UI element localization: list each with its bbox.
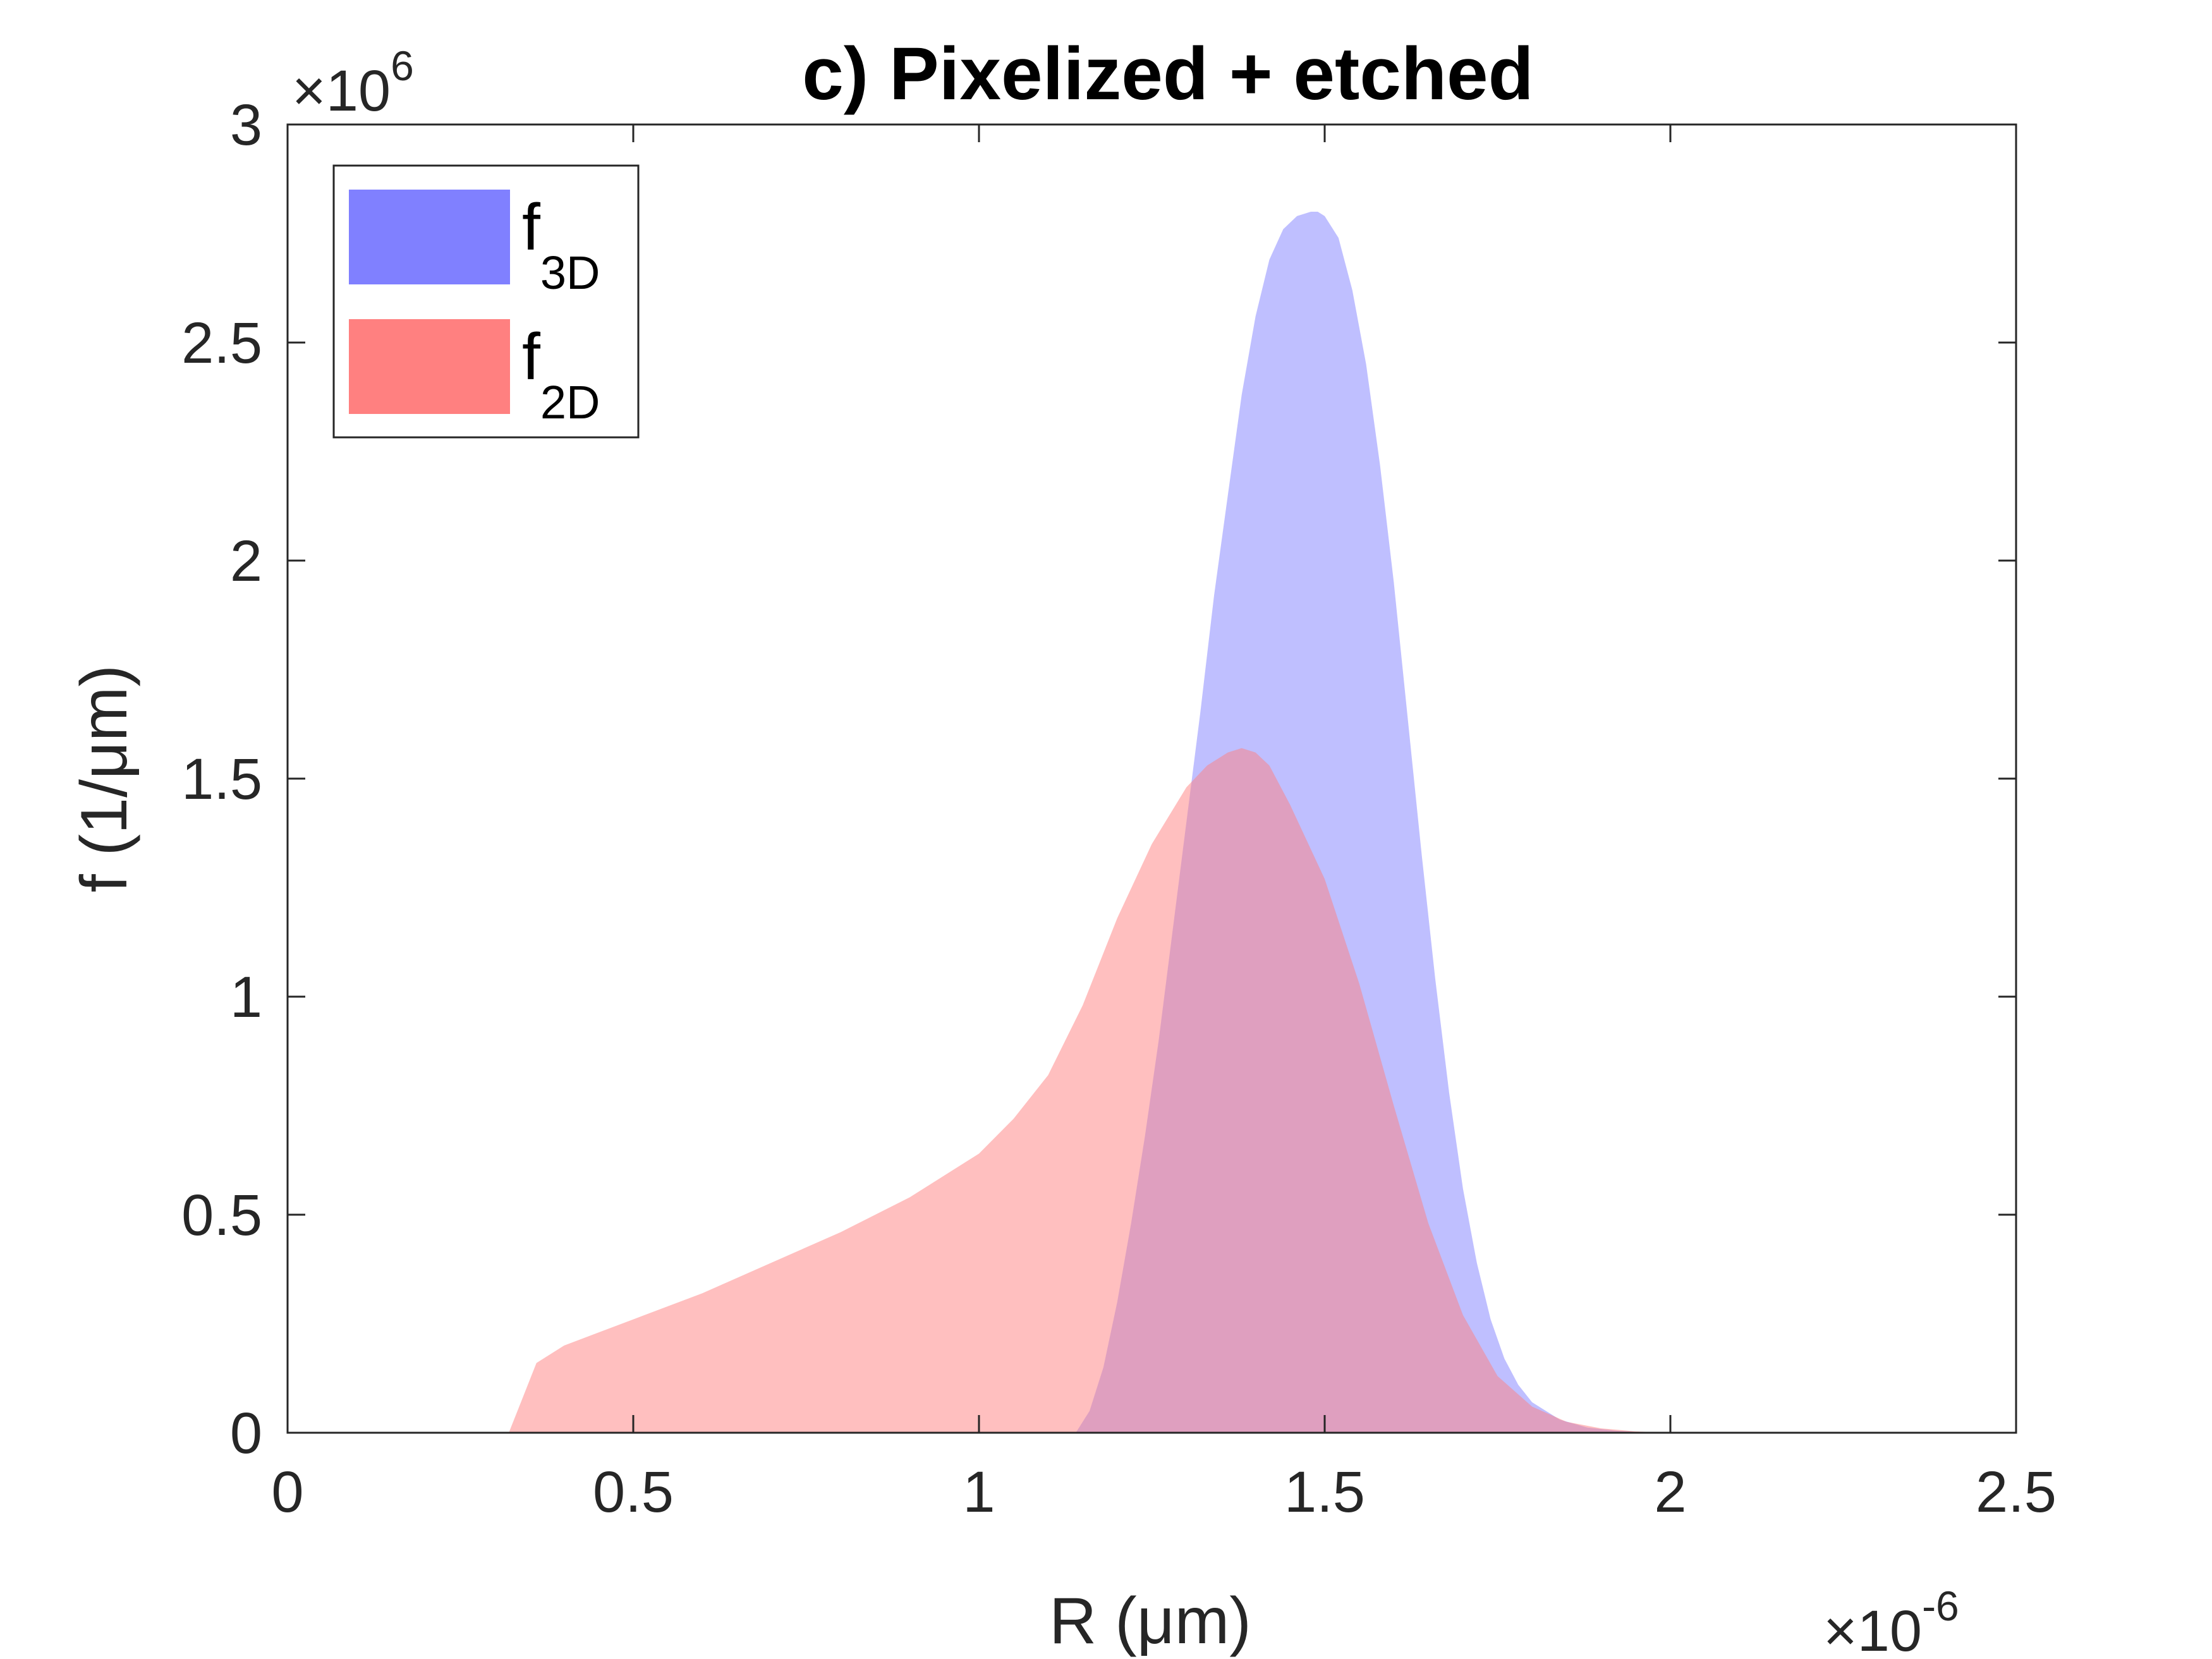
x-exponent-label: ×10-6 xyxy=(1823,1583,1959,1659)
y-exponent-label: ×106 xyxy=(292,42,414,123)
legend: f3D f2D xyxy=(332,164,640,439)
y-tick-label: 3 xyxy=(230,93,262,157)
y-tick-label: 2.5 xyxy=(181,311,262,375)
chart-title: c) Pixelized + etched xyxy=(802,32,1534,116)
legend-label-f2d: f2D xyxy=(522,320,600,428)
legend-swatch-f3d xyxy=(349,190,510,284)
x-tick-label: 1.5 xyxy=(1284,1460,1365,1524)
legend-label-f2d-name: f xyxy=(522,320,541,394)
legend-label-f2d-sub: 2D xyxy=(540,376,600,428)
y-tick-label: 1 xyxy=(230,965,262,1030)
y-tick-label: 0 xyxy=(230,1401,262,1466)
legend-swatch-f2d xyxy=(349,319,510,414)
y-tick-label: 2 xyxy=(230,529,262,593)
legend-label-f3d-sub: 3D xyxy=(540,246,600,299)
y-tick-label: 0.5 xyxy=(181,1183,262,1248)
x-tick-label: 2 xyxy=(1654,1460,1686,1524)
y-axis-label: f (1/μm) xyxy=(68,665,141,892)
series-layer xyxy=(509,212,1670,1433)
legend-label-f3d: f3D xyxy=(522,191,600,299)
y-exponent-power: 6 xyxy=(391,42,414,89)
x-tick-label: 2.5 xyxy=(1976,1460,2057,1524)
series-area-f2d xyxy=(509,748,1670,1433)
x-axis-label: R (μm) xyxy=(1049,1584,1251,1658)
y-tick-label: 1.5 xyxy=(181,747,262,811)
x-tick-label: 0 xyxy=(271,1460,303,1524)
x-exponent-base: ×10 xyxy=(1823,1599,1922,1659)
tick-layer: 0 0.5 1 1.5 2 2.5 0 0.5 1 1.5 2 2.5 3 xyxy=(181,93,2057,1524)
x-tick-label: 0.5 xyxy=(593,1460,674,1524)
y-exponent-base: ×10 xyxy=(292,59,391,123)
x-exponent-power: -6 xyxy=(1922,1583,1959,1629)
x-tick-label: 1 xyxy=(963,1460,995,1524)
legend-label-f3d-name: f xyxy=(522,191,541,264)
